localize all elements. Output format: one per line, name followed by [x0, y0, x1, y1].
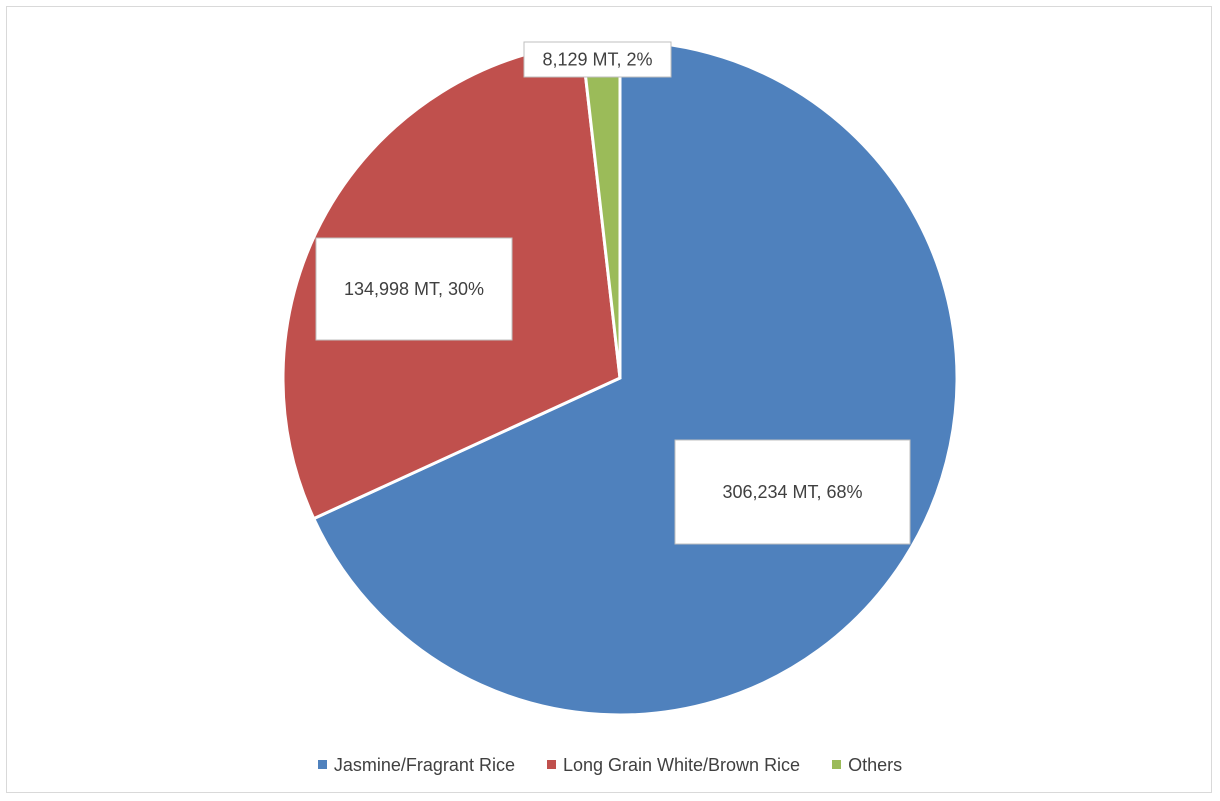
data-label-box [674, 439, 911, 545]
data-label-2: 134,998 MT, 30% [315, 237, 513, 341]
legend-swatch [317, 759, 327, 769]
data-label-box [523, 41, 672, 78]
legend-item-3: Others [832, 755, 902, 776]
legend: Jasmine/Fragrant Rice Long Grain White/Br… [0, 754, 1220, 776]
legend-swatch [546, 759, 556, 769]
pie-slice-1 [311, 39, 959, 717]
data-labels: 306,234 MT, 68% 134,998 MT, 30% 8,129 MT, … [315, 41, 911, 545]
pie-slices [281, 39, 959, 717]
legend-label: Others [848, 754, 903, 775]
data-label-1: 306,234 MT, 68% [674, 439, 911, 545]
data-label-box [315, 237, 513, 341]
legend-item-1: Jasmine/Fragrant Rice [317, 754, 515, 776]
data-label-text: 8,129 MT, 2% [542, 50, 652, 70]
data-label-text: 134,998 MT, 30% [344, 279, 484, 299]
data-label-text: 306,234 MT, 68% [722, 482, 862, 502]
legend-label: Jasmine/Fragrant Rice [333, 754, 515, 775]
legend-swatch [832, 759, 842, 769]
legend-item-2: Long Grain White/Brown Rice [546, 754, 801, 776]
legend-label: Long Grain White/Brown Rice [562, 754, 801, 775]
data-label-3: 8,129 MT, 2% [523, 41, 672, 78]
